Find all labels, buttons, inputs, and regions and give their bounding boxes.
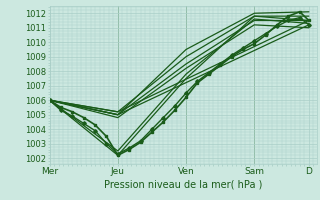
X-axis label: Pression niveau de la mer( hPa ): Pression niveau de la mer( hPa )	[104, 179, 262, 189]
